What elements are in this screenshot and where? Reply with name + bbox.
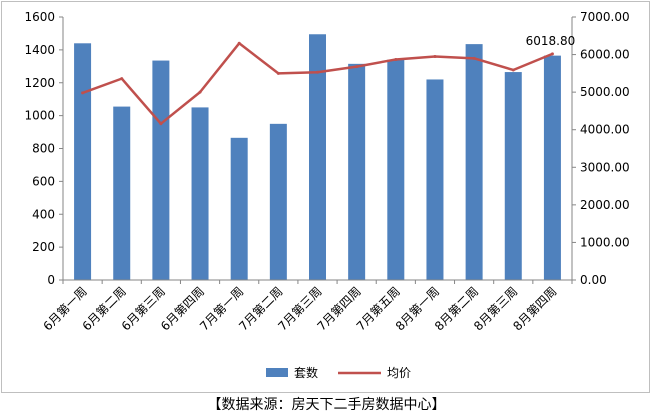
right-tick-label: 1000.00 (580, 235, 630, 249)
bar-11 (504, 72, 522, 280)
price-point-12 (550, 52, 554, 56)
right-tick-label: 5000.00 (580, 85, 630, 99)
price-point-3 (198, 90, 202, 94)
left-tick-label: 600 (32, 174, 55, 188)
source-note: 【数据来源：房天下二手房数据中心】 (207, 397, 446, 413)
price-point-0 (81, 91, 85, 95)
price-point-6 (316, 70, 319, 74)
legend-bar-label: 套数 (294, 365, 318, 380)
price-point-5 (276, 71, 280, 75)
price-point-11 (511, 68, 515, 72)
price-point-1 (120, 77, 124, 81)
right-tick-label: 2000.00 (580, 198, 630, 212)
left-tick-label: 1600 (24, 10, 55, 24)
bar-7 (348, 63, 366, 280)
bar-6 (309, 34, 326, 281)
right-tick-label: 6000.00 (580, 48, 630, 62)
bar-2 (152, 60, 170, 281)
bar-5 (269, 123, 287, 280)
bar-0 (74, 43, 92, 280)
legend-line-label: 均价 (387, 366, 411, 380)
bar-9 (426, 79, 444, 281)
last-value-label: 6018.80 (526, 34, 576, 48)
legend-bar-swatch (266, 368, 288, 377)
price-point-10 (472, 56, 476, 60)
left-tick-label: 1000 (24, 109, 55, 123)
left-tick-label: 1400 (24, 43, 55, 57)
bar-1 (113, 106, 131, 280)
price-point-2 (159, 122, 163, 126)
right-tick-label: 7000.00 (580, 10, 630, 24)
right-tick-label: 4000.00 (580, 123, 630, 137)
price-point-9 (433, 54, 437, 58)
bar-12 (543, 55, 561, 280)
left-tick-label: 1200 (24, 76, 55, 90)
left-tick-label: 200 (32, 240, 55, 254)
bar-10 (465, 44, 483, 281)
left-tick-label: 800 (32, 142, 55, 156)
price-point-7 (355, 65, 359, 69)
bar-8 (387, 59, 405, 280)
price-point-4 (237, 41, 241, 45)
left-tick-label: 0 (47, 273, 55, 287)
price-point-8 (394, 57, 398, 61)
right-tick-label: 0.00 (580, 273, 607, 287)
right-tick-label: 3000.00 (580, 160, 630, 174)
combo-chart: 0 200 400 600 800 1000 1200 1400 1600 0.00 1000.00… (24, 10, 630, 380)
bar-4 (230, 137, 248, 280)
left-tick-label: 400 (32, 207, 55, 221)
bar-3 (191, 107, 209, 280)
